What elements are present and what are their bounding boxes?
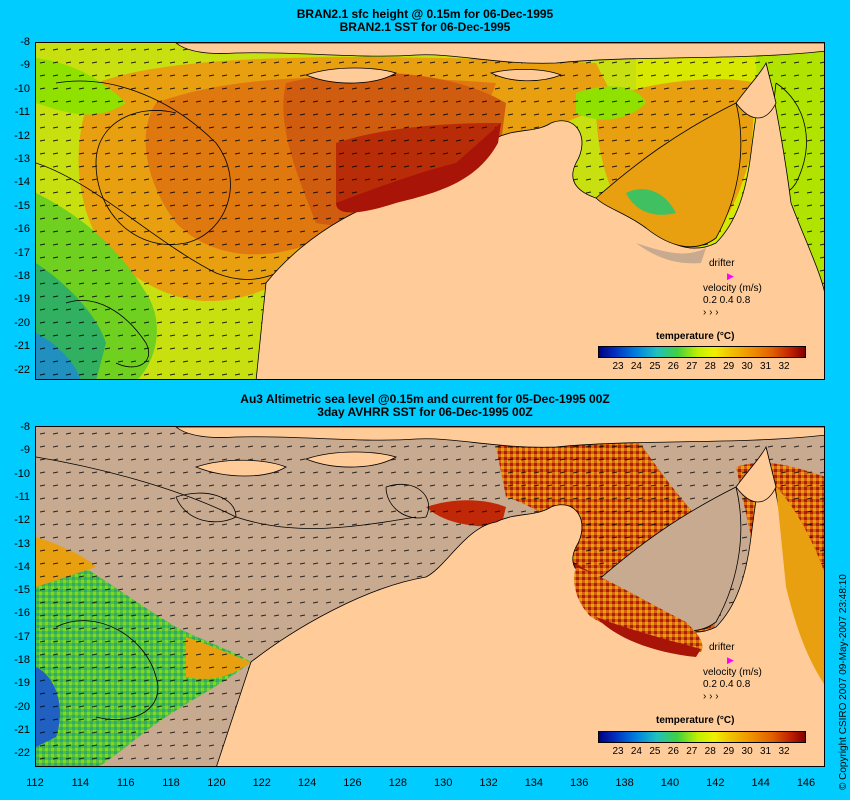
colorbar-tick-label: 25 — [649, 746, 661, 757]
latitude-tick-label: -11 — [14, 490, 30, 503]
longitude-tick-label: 120 — [207, 777, 226, 789]
latitude-tick-label: -13 — [14, 537, 30, 550]
colorbar-tick-label: 29 — [723, 746, 735, 757]
top-colorbar-ticks: 23 24 25 26 27 28 29 30 31 32 — [598, 361, 804, 373]
longitude-tick-label: 130 — [433, 777, 453, 789]
top-map-svg — [36, 43, 824, 379]
latitude-tick-label: -8 — [20, 36, 30, 48]
bottom-drifter-marker-icon: ▶ — [727, 655, 734, 665]
copyright-text: © Copyright CSIRO 2007 09-May-2007 23:48… — [838, 574, 849, 790]
top-drifter-label: drifter — [709, 258, 735, 269]
latitude-tick-label: -12 — [14, 129, 30, 142]
latitude-tick-label: -9 — [20, 444, 30, 457]
colorbar-tick-label: 23 — [612, 746, 624, 757]
colorbar-tick-label: 27 — [686, 746, 698, 757]
longitude-tick-label: 112 — [26, 777, 44, 789]
latitude-tick-label: -22 — [14, 363, 30, 376]
latitude-tick-label: -12 — [14, 514, 30, 527]
latitude-tick-label: -20 — [14, 316, 30, 329]
top-land-north — [175, 43, 824, 64]
latitude-tick-label: -22 — [14, 747, 30, 760]
colorbar-tick-label: 32 — [778, 746, 790, 757]
longitude-tick-label: 122 — [252, 777, 271, 789]
colorbar-tick-label: 30 — [741, 361, 753, 372]
latitude-tick-label: -21 — [14, 340, 30, 353]
colorbar-tick-label: 31 — [759, 361, 772, 372]
longitude-tick-label: 146 — [796, 777, 816, 789]
bottom-drifter-legend: drifter ▶ velocity (m/s) 0.2 0.4 0.8 › ›… — [703, 642, 762, 703]
latitude-tick-label: -19 — [14, 293, 30, 306]
latitude-tick-label: -10 — [14, 82, 30, 95]
bottom-velocity-label: velocity (m/s) — [703, 667, 762, 678]
latitude-tick-label: -20 — [14, 700, 30, 713]
longitude-tick-label: 138 — [615, 777, 634, 789]
longitude-tick-label: 144 — [751, 777, 770, 789]
colorbar-tick-label: 23 — [612, 361, 624, 372]
colorbar-tick-label: 26 — [667, 746, 679, 757]
bottom-legend-title: temperature (°C) — [656, 715, 735, 726]
bottom-sst-map[interactable] — [35, 426, 825, 767]
colorbar-tick-label: 30 — [741, 746, 753, 757]
top-gulf-water — [595, 102, 742, 248]
latitude-tick-label: -17 — [14, 246, 30, 259]
colorbar-tick-label: 27 — [686, 361, 698, 372]
colorbar-tick-label: 24 — [630, 746, 642, 757]
longitude-tick-label: 134 — [524, 777, 544, 789]
colorbar-tick-label: 32 — [778, 361, 790, 372]
latitude-tick-label: -11 — [14, 106, 30, 119]
colorbar-tick-label: 24 — [630, 361, 642, 372]
colorbar-tick-label: 26 — [667, 361, 679, 372]
top-title-line2: BRAN2.1 SST for 06-Dec-1995 — [339, 20, 511, 34]
bottom-title-line2: 3day AVHRR SST for 06-Dec-1995 00Z — [317, 405, 533, 419]
longitude-tick-label: 126 — [343, 777, 362, 789]
bottom-title-line1: Au3 Altimetric sea level @0.15m and curr… — [240, 392, 610, 406]
latitude-tick-label: -15 — [14, 199, 30, 212]
longitude-tick-label: 142 — [706, 777, 725, 789]
latitude-tick-label: -10 — [14, 467, 30, 480]
latitude-tick-label: -8 — [20, 421, 30, 433]
longitude-tick-label: 124 — [297, 777, 317, 789]
latitude-tick-label: -19 — [14, 677, 30, 690]
bottom-drifter-label: drifter — [709, 642, 735, 653]
latitude-tick-label: -15 — [14, 584, 30, 597]
top-velocity-scale: 0.2 0.4 0.8 — [703, 295, 751, 306]
bottom-velocity-arrows-icon: › › › — [703, 691, 719, 702]
latitude-tick-label: -14 — [14, 560, 30, 573]
latitude-tick-label: -16 — [14, 607, 30, 620]
top-sst-map[interactable] — [35, 42, 825, 380]
colorbar-tick-label: 25 — [649, 361, 661, 372]
longitude-tick-label: 140 — [660, 777, 680, 789]
top-contour — [55, 80, 231, 245]
colorbar-tick-label: 28 — [704, 746, 716, 757]
latitude-tick-label: -13 — [14, 153, 30, 165]
latitude-tick-label: -18 — [14, 654, 30, 666]
latitude-tick-label: -17 — [14, 630, 30, 643]
latitude-tick-label: -14 — [14, 176, 30, 189]
colorbar-tick-label: 29 — [723, 361, 735, 372]
bottom-velocity-scale: 0.2 0.4 0.8 — [703, 679, 751, 690]
colorbar-tick-label: 28 — [704, 361, 716, 372]
bottom-map-svg — [36, 427, 824, 766]
longitude-tick-label: 132 — [479, 777, 498, 789]
top-title-line1: BRAN2.1 sfc height @ 0.15m for 06-Dec-19… — [296, 7, 554, 21]
colorbar-tick-label: 31 — [759, 746, 772, 757]
latitude-tick-label: -18 — [14, 270, 30, 282]
top-colorbar — [598, 346, 806, 358]
top-velocity-arrows-icon: › › › — [703, 307, 719, 318]
latitude-tick-label: -16 — [14, 223, 30, 236]
longitude-tick-label: 118 — [162, 777, 180, 789]
bottom-land-north — [175, 427, 824, 448]
top-legend-title: temperature (°C) — [656, 331, 735, 342]
latitude-tick-label: -21 — [14, 723, 30, 736]
bottom-colorbar-ticks: 23 24 25 26 27 28 29 30 31 32 — [598, 746, 804, 758]
longitude-tick-label: 114 — [71, 777, 90, 789]
top-drifter-legend: drifter ▶ velocity (m/s) 0.2 0.4 0.8 › ›… — [703, 258, 762, 319]
bottom-colorbar — [598, 731, 806, 743]
longitude-tick-label: 116 — [116, 777, 135, 789]
top-drifter-marker-icon: ▶ — [727, 271, 734, 281]
top-velocity-label: velocity (m/s) — [703, 283, 762, 294]
longitude-tick-label: 128 — [388, 777, 407, 789]
longitude-tick-label: 136 — [570, 777, 589, 789]
latitude-tick-label: -9 — [20, 59, 30, 72]
